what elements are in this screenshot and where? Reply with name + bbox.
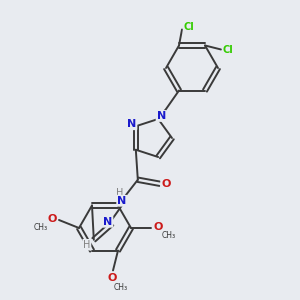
Text: O: O [153,222,163,232]
Text: CH₃: CH₃ [34,223,48,232]
Text: O: O [47,214,57,224]
Text: O: O [107,272,117,283]
Text: CH₃: CH₃ [162,230,176,239]
Text: H: H [83,240,91,250]
Text: N: N [127,119,136,129]
Text: CH₃: CH₃ [114,283,128,292]
Text: N: N [117,196,126,206]
Text: O: O [161,179,170,189]
Text: Cl: Cl [223,46,233,56]
Text: Cl: Cl [184,22,194,32]
Text: H: H [116,188,124,198]
Text: N: N [103,217,112,227]
Text: N: N [157,111,166,121]
